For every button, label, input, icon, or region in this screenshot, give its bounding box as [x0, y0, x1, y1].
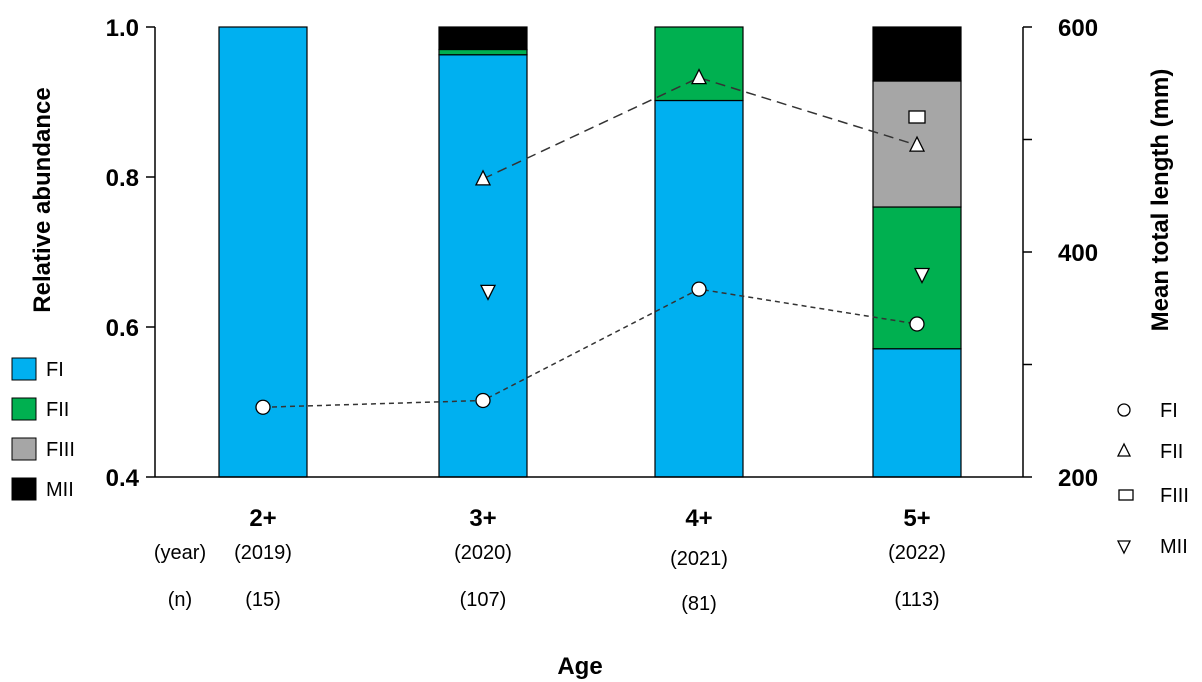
bar-segment-mii-1: [438, 26, 528, 51]
length-line-fi: [262, 288, 918, 408]
year-row-label: (year): [154, 542, 206, 564]
length-marker-mii: [479, 284, 497, 301]
length-marker-mii: [913, 267, 931, 284]
bar-legend: FI FII FIII MII: [11, 357, 75, 501]
legend-marker-fi: [1117, 403, 1131, 417]
bar-segment-fi-3: [872, 348, 962, 478]
length-marker-fi: [691, 281, 707, 297]
markers-layer: [255, 68, 931, 415]
bars-layer: [218, 26, 962, 478]
length-marker-fi: [475, 392, 491, 409]
length-marker-fii: [690, 68, 708, 85]
y-tick-label: 1.0: [106, 15, 139, 42]
legend-swatch-fii: [11, 397, 37, 421]
bar-segment-fi-1: [438, 54, 528, 478]
legend-swatch-mii: [11, 477, 37, 501]
marker-legend: FI FII FIII MII: [1116, 400, 1189, 558]
n-label: (81): [681, 593, 717, 615]
x-axis-label: Age: [557, 653, 602, 680]
x-tick-label: 3+: [469, 505, 496, 532]
length-marker-fii: [908, 135, 926, 152]
y-axis-label: Relative abundance: [29, 87, 56, 312]
n-label: (107): [460, 589, 507, 611]
y2-tick-label: 600: [1058, 15, 1098, 42]
y2-tick-label: 200: [1058, 465, 1098, 492]
legend-label-fi: FI: [46, 359, 64, 381]
legend-label-fii: FII: [46, 399, 69, 421]
year-label: (2019): [234, 542, 292, 564]
n-row-label: (n): [168, 589, 192, 611]
legend-marker-label-fiii: FIII: [1160, 485, 1189, 507]
y-tick-label: 0.6: [106, 315, 139, 342]
length-line-fii: [482, 76, 918, 180]
year-label: (2022): [888, 542, 946, 564]
n-label: (15): [245, 589, 281, 611]
bar-segment-fii-1: [438, 48, 528, 56]
x-tick-label: 4+: [685, 505, 712, 532]
y-tick-label: 0.4: [106, 465, 140, 492]
legend-marker-label-fi: FI: [1160, 400, 1178, 422]
legend-label-mii: MII: [46, 479, 74, 501]
n-label: (113): [894, 589, 939, 611]
length-marker-fii: [474, 169, 492, 186]
year-label: (2021): [670, 548, 728, 570]
legend-swatch-fiii: [11, 437, 37, 461]
y-tick-label: 0.8: [106, 165, 139, 192]
x-tick-label: 5+: [903, 505, 930, 532]
legend-marker-fiii: [1118, 489, 1134, 501]
axes-layer: 0.4 0.6 0.8 1.0 200 400 600 2+ (2019) (15) 3+ (2020…: [106, 15, 1098, 615]
y2-axis-label: Mean total length (mm): [1147, 69, 1174, 332]
bar-segment-fii-2: [654, 26, 744, 102]
bar-segment-mii-3: [872, 26, 962, 82]
legend-swatch-fi: [11, 357, 37, 381]
y2-tick-label: 400: [1058, 240, 1098, 267]
length-marker-fiii: [908, 110, 926, 124]
legend-label-fiii: FIII: [46, 439, 75, 461]
length-marker-fi: [909, 316, 925, 332]
lines-layer: [262, 76, 918, 408]
legend-marker-mii: [1116, 540, 1132, 555]
legend-marker-label-mii: MII: [1160, 536, 1188, 558]
length-marker-fi: [255, 399, 271, 415]
legend-marker-label-fii: FII: [1160, 441, 1183, 463]
year-label: (2020): [454, 542, 512, 564]
x-tick-label: 2+: [249, 505, 276, 532]
legend-marker-fii: [1116, 442, 1132, 457]
